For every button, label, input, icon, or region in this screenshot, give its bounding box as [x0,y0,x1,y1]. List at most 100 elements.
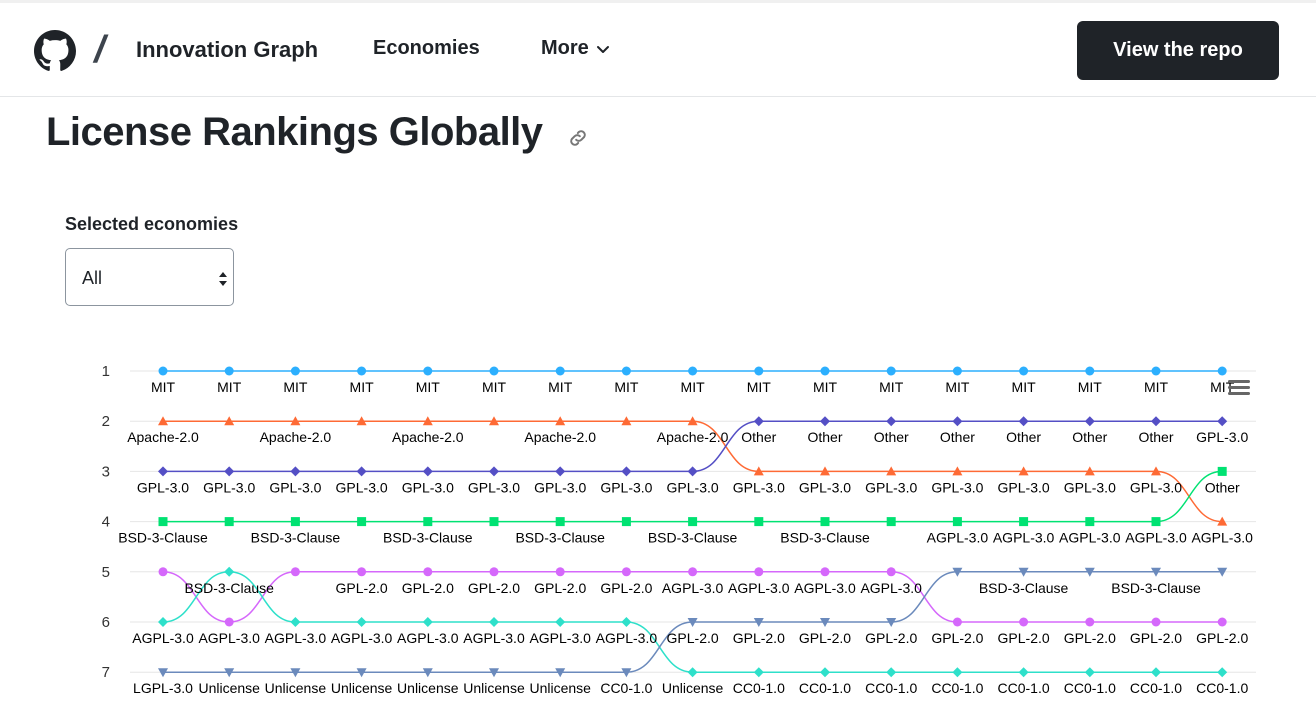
data-point[interactable] [1151,366,1161,376]
data-point[interactable] [555,617,566,627]
data-point[interactable] [357,517,367,527]
data-point[interactable] [688,517,698,527]
data-point[interactable] [555,466,566,477]
data-point[interactable] [753,618,764,627]
data-point[interactable] [1085,617,1095,627]
data-point[interactable] [1151,567,1161,577]
link-icon[interactable] [567,127,589,149]
data-point[interactable] [224,668,235,678]
data-point[interactable] [1217,667,1228,678]
data-point[interactable] [621,617,632,627]
data-point[interactable] [820,667,830,678]
data-point[interactable] [224,617,234,627]
data-point[interactable] [158,567,168,577]
data-point[interactable] [357,366,367,376]
data-point[interactable] [952,366,962,376]
data-point[interactable] [753,416,764,427]
economies-select[interactable]: All [65,248,234,306]
data-point[interactable] [687,618,698,627]
data-point[interactable] [1217,567,1228,577]
data-point[interactable] [688,366,698,376]
data-point[interactable] [754,567,764,577]
data-point[interactable] [158,617,168,627]
data-point[interactable] [158,466,168,477]
data-point[interactable] [290,567,300,577]
data-point[interactable] [886,416,897,427]
data-point[interactable] [422,466,433,477]
series-line[interactable] [162,571,1223,673]
data-point[interactable] [1019,366,1029,376]
data-point[interactable] [1151,466,1161,476]
data-point[interactable] [621,668,632,678]
data-point[interactable] [290,366,300,376]
data-point[interactable] [754,366,764,376]
data-point[interactable] [1085,517,1095,527]
data-point[interactable] [1018,667,1029,678]
data-point[interactable] [886,567,896,577]
data-point[interactable] [224,366,234,376]
data-point[interactable] [1084,466,1095,476]
data-point[interactable] [356,416,367,426]
data-point[interactable] [555,366,565,376]
data-point[interactable] [422,617,433,627]
data-point[interactable] [886,517,896,527]
brand-title[interactable]: Innovation Graph [136,37,319,62]
data-point[interactable] [621,466,632,477]
data-point[interactable] [687,466,698,477]
data-point[interactable] [158,517,168,527]
data-point[interactable] [489,668,499,678]
data-point[interactable] [158,416,168,426]
data-point[interactable] [1084,416,1095,427]
data-point[interactable] [290,668,301,678]
data-point[interactable] [621,517,631,527]
data-point[interactable] [1019,617,1029,627]
data-point[interactable] [688,567,698,577]
data-point[interactable] [952,416,963,427]
data-point[interactable] [952,466,963,476]
hamburger-icon[interactable] [1228,380,1250,398]
data-point[interactable] [952,567,963,577]
data-point[interactable] [687,667,698,678]
data-point[interactable] [952,617,962,627]
view-repo-button[interactable]: View the repo [1077,21,1279,80]
data-point[interactable] [1151,517,1161,527]
data-point[interactable] [820,366,830,376]
data-point[interactable] [753,667,764,678]
data-point[interactable] [555,567,565,577]
data-point[interactable] [1018,416,1029,427]
data-point[interactable] [1217,516,1228,526]
data-point[interactable] [224,517,234,527]
data-point[interactable] [489,617,499,627]
data-point[interactable] [1018,466,1029,476]
github-mark-icon[interactable] [34,30,76,72]
data-point[interactable] [687,416,698,426]
data-point[interactable] [555,416,566,426]
data-point[interactable] [820,466,830,476]
data-point[interactable] [621,567,631,577]
data-point[interactable] [158,366,168,376]
data-point[interactable] [886,366,896,376]
data-point[interactable] [423,567,433,577]
data-point[interactable] [423,366,433,376]
data-point[interactable] [224,416,235,426]
data-point[interactable] [422,668,433,678]
data-point[interactable] [489,366,499,376]
nav-more[interactable]: More [541,37,611,60]
data-point[interactable] [489,517,499,527]
data-point[interactable] [555,517,565,527]
data-point[interactable] [224,466,235,477]
data-point[interactable] [952,667,963,678]
data-point[interactable] [886,667,897,678]
data-point[interactable] [423,517,433,527]
data-point[interactable] [224,566,235,577]
data-point[interactable] [290,416,301,426]
data-point[interactable] [754,517,764,527]
data-point[interactable] [886,618,897,627]
series-line[interactable] [163,420,1223,523]
data-point[interactable] [886,466,897,476]
data-point[interactable] [1217,366,1227,376]
nav-economies[interactable]: Economies [373,37,480,59]
data-point[interactable] [1151,416,1161,427]
data-point[interactable] [753,466,764,476]
data-point[interactable] [290,466,301,477]
